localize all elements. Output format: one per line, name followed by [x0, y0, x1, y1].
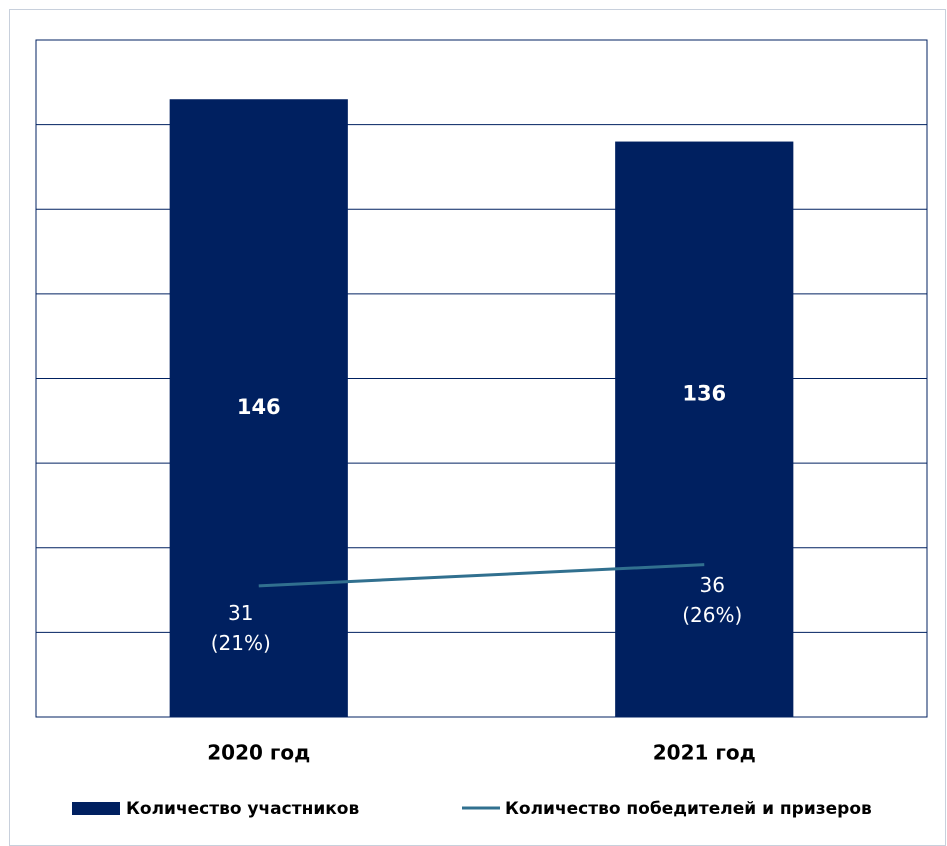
legend-swatch	[72, 802, 120, 815]
legend-label: Количество победителей и призеров	[505, 799, 872, 819]
line	[258, 563, 705, 588]
line-value-label: 31 (21%)	[210, 600, 271, 655]
x-tick-label: 2021 год	[653, 741, 756, 765]
bar-value-label: 146	[237, 395, 281, 419]
legend-label: Количество участников	[126, 799, 359, 819]
bar-value-label: 136	[682, 381, 726, 405]
bar	[169, 99, 348, 718]
x-tick-label: 2020 год	[207, 741, 310, 765]
line-value-label: 36 (26%)	[682, 572, 743, 627]
bar	[615, 141, 794, 718]
frame	[9, 9, 946, 846]
